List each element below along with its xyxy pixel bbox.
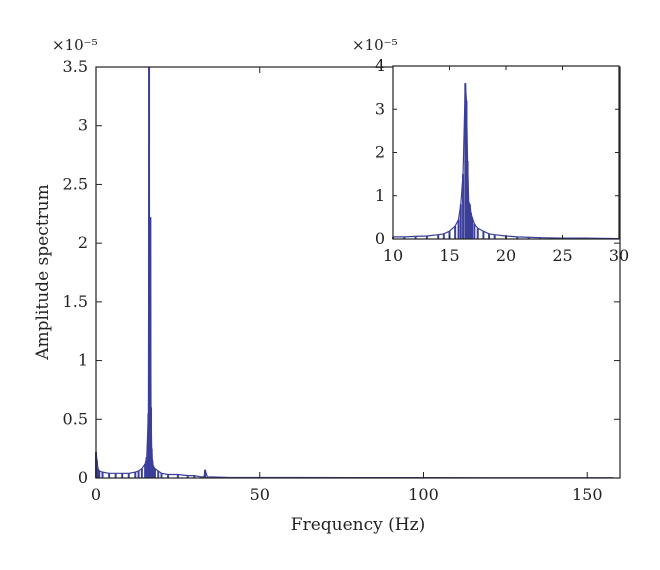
inset-series [392,83,620,240]
y-tick-label: 1 [375,186,385,205]
inset-background [393,66,619,239]
x-tick-label: 10 [383,246,403,265]
x-tick-label: 20 [496,246,516,265]
main-y-multiplier: ×10⁻⁵ [52,36,98,54]
x-tick-label: 30 [609,246,629,265]
x-tick-label: 0 [91,485,101,504]
main-plot-frame [95,66,621,479]
y-tick-label: 0.5 [63,409,88,428]
y-tick-label: 3 [78,116,88,135]
inset-x-ticks: 10 15 20 25 30 [383,66,629,265]
y-tick-label: 0 [78,468,88,487]
inset-y-multiplier: ×10⁻⁵ [352,36,398,54]
y-tick-label: 3 [375,99,385,118]
main-x-ticks: 0 50 100 150 [91,67,603,504]
inset-y-ticks: 0 1 2 3 4 [375,56,619,248]
y-tick-label: 3.5 [63,57,88,76]
main-y-ticks: 0 0.5 1 1.5 2 2.5 3 3.5 [63,57,620,487]
y-tick-label: 2 [78,233,88,252]
main-chart: 0 50 100 150 00.511.522.533.5 ×10⁻⁵ Frequen… [33,36,621,535]
y-tick-label: 1.5 [63,292,88,311]
inset-chart: 10 15 20 25 30 0 1 2 3 4 ×10⁻⁵ [352,36,629,265]
x-tick-label: 50 [250,485,270,504]
y-tick-label: 2.5 [63,174,88,193]
main-x-axis-label: Frequency (Hz) [291,515,425,535]
main-y-axis-label: Amplitude spectrum [33,184,53,361]
x-tick-label: 15 [439,246,459,265]
y-tick-label: 2 [375,143,385,162]
x-tick-label: 150 [572,485,603,504]
y-tick-label: 1 [78,351,88,370]
x-tick-label: 25 [552,246,572,265]
y-tick-label: 0 [375,229,385,248]
main-series [95,66,615,479]
x-tick-label: 100 [408,485,439,504]
y-tick-label: 4 [375,56,385,75]
